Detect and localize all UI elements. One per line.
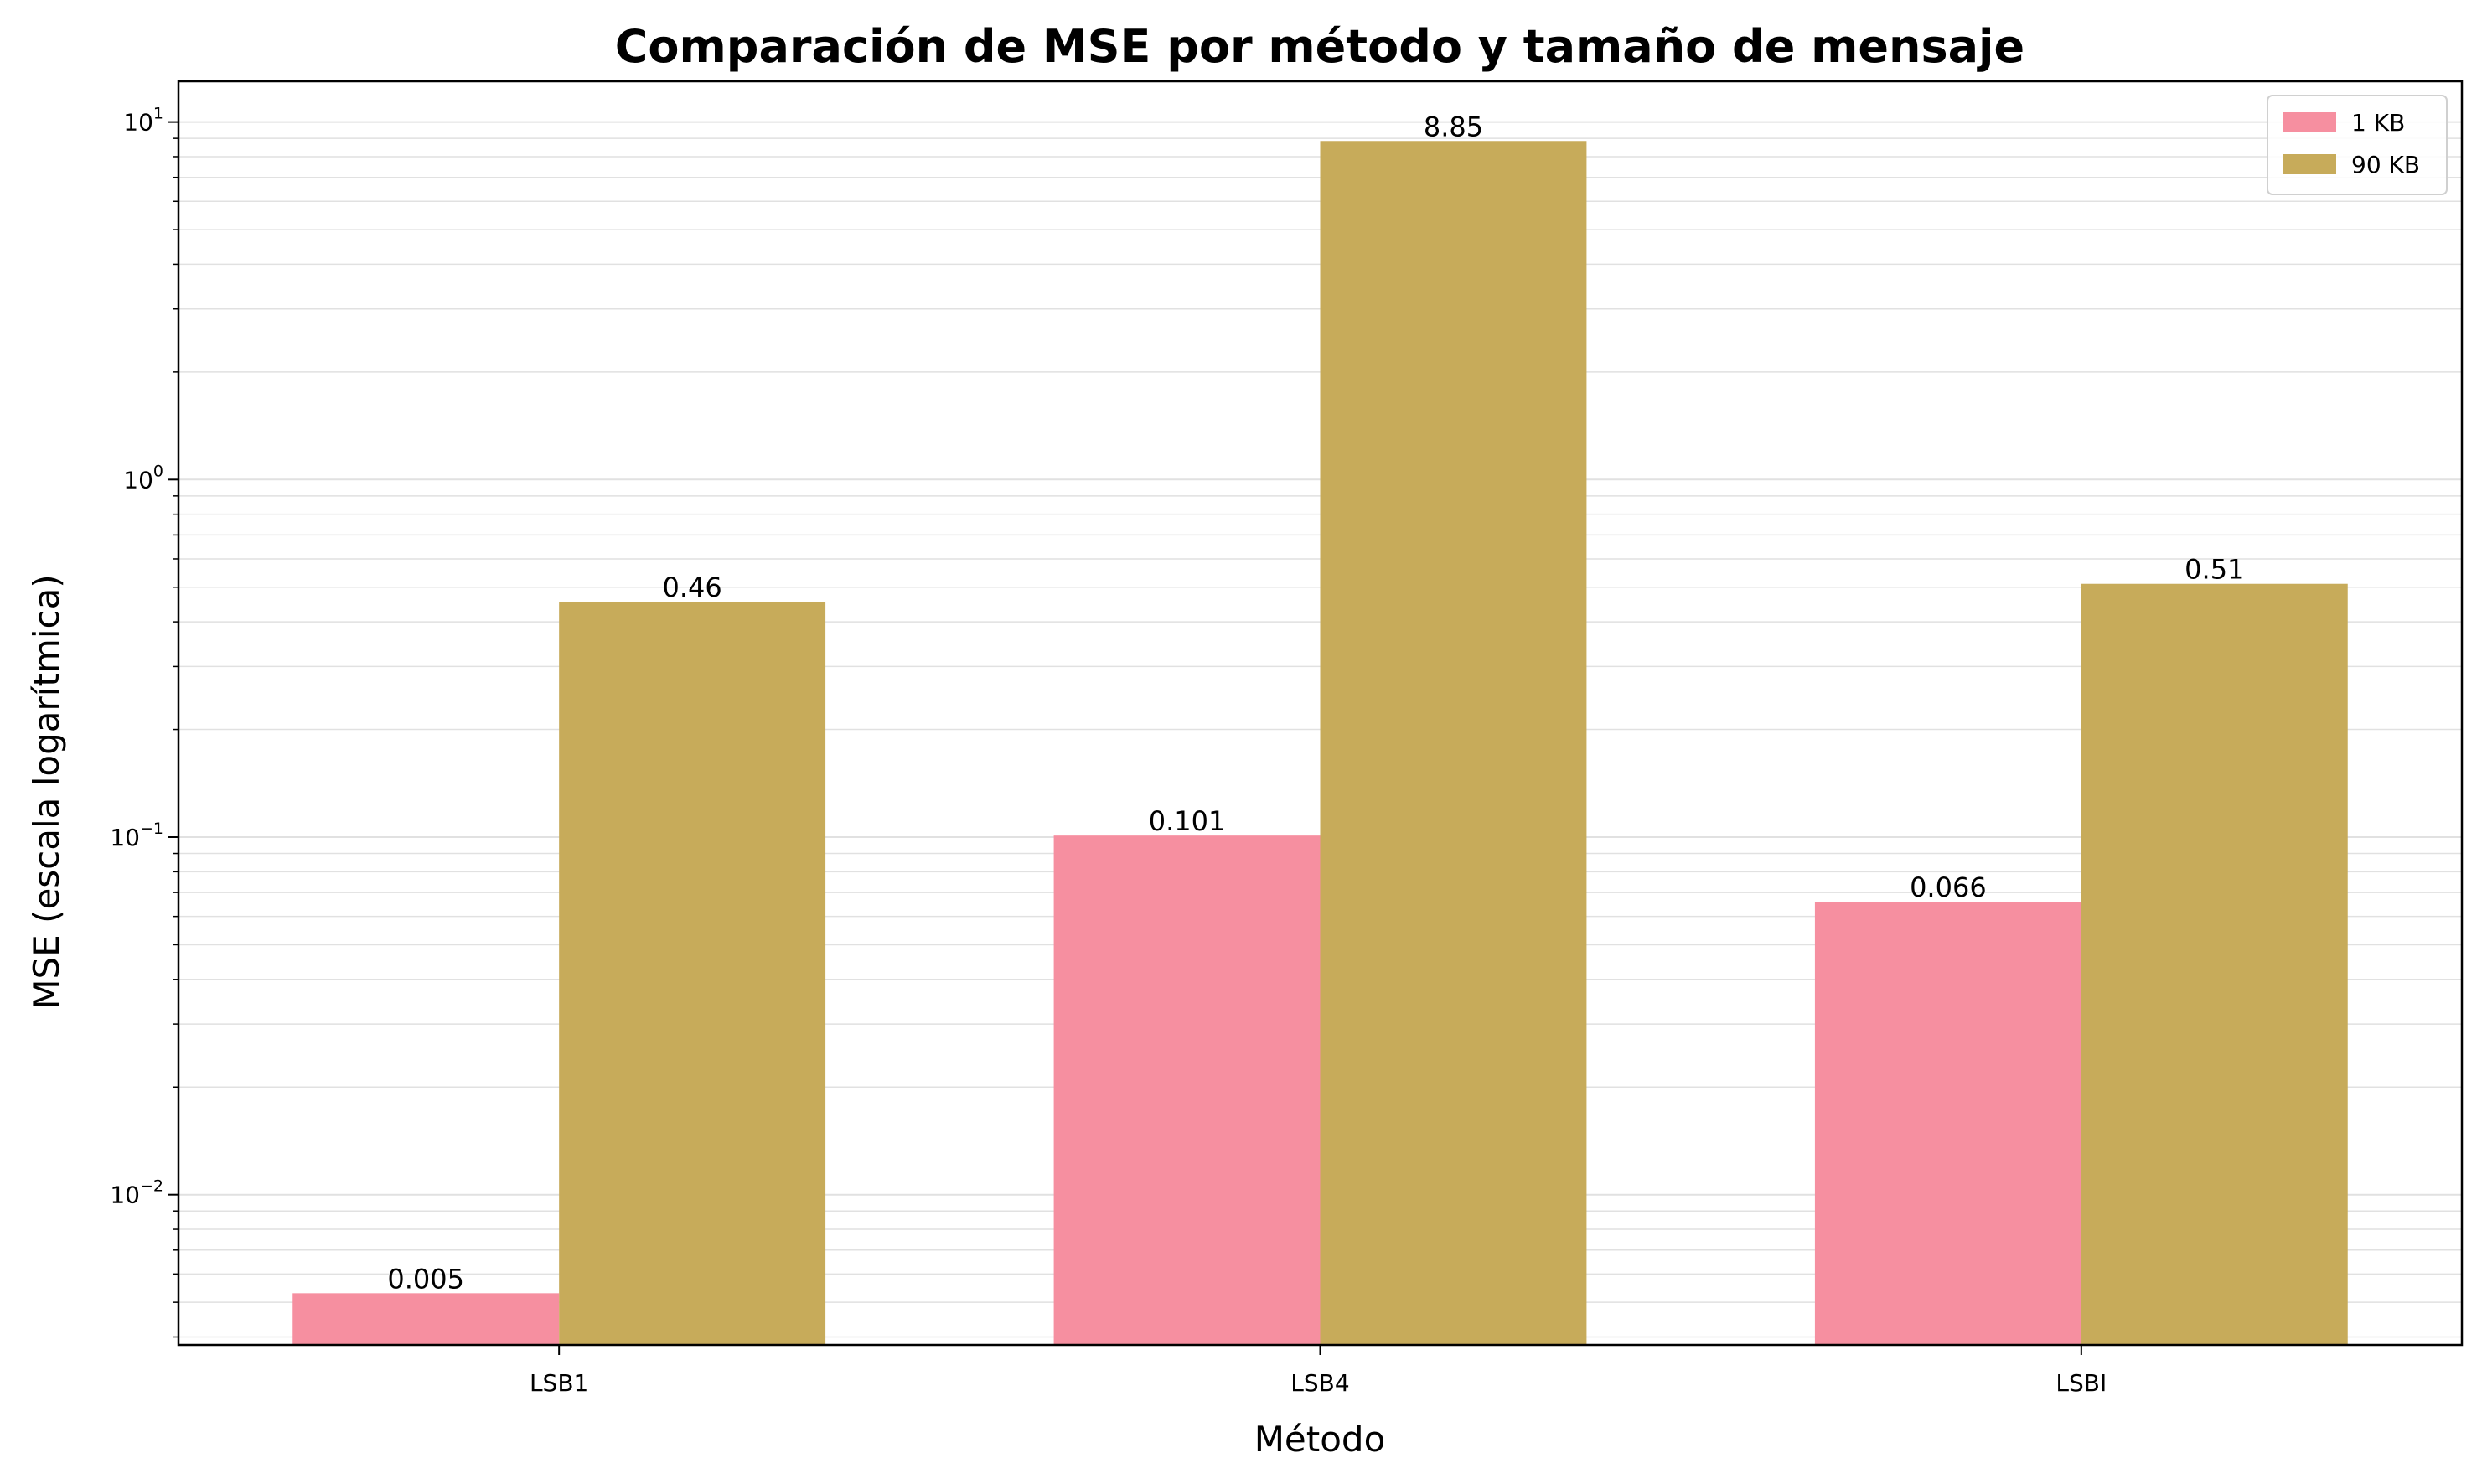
y-tick-label: 10−1 [110,820,163,851]
bar-labels: 0.005 0.46 0.101 8.85 0.066 0.51 [387,111,2244,1295]
bar-lsb1-1kb [292,1293,560,1345]
y-tick-exponent: −1 [140,820,163,838]
bar-lsb4-1kb [1053,835,1321,1345]
y-tick-exponent: 0 [153,462,163,480]
x-tick-label: LSB4 [1290,1369,1349,1397]
y-tick-base: 10 [110,1182,140,1209]
y-tick-label: 100 [123,462,163,494]
y-tick-label: 101 [123,105,163,137]
x-axis-label: Método [1254,1419,1386,1460]
legend-label: 90 KB [2351,151,2420,178]
bar-value-label: 0.005 [387,1263,464,1295]
y-tick-exponent: 1 [153,105,163,123]
bar-lsbi-90kb [2081,583,2348,1345]
x-tick-label: LSB1 [530,1369,588,1397]
bar-value-label: 0.51 [2185,554,2244,586]
chart-title: Comparación de MSE por método y tamaño d… [615,20,2024,73]
bar-lsb4-90kb [1320,141,1587,1346]
y-tick-label: 10−2 [110,1177,163,1209]
legend-swatch [2283,154,2336,174]
y-tick-base: 10 [110,824,140,851]
bar-value-label: 0.101 [1149,805,1226,837]
y-tick-exponent: −2 [140,1177,163,1196]
y-tick-base: 10 [123,109,153,137]
bar-value-label: 0.066 [1910,871,1987,903]
bar-lsbi-1kb [1814,902,2081,1345]
legend: 1 KB 90 KB [2267,95,2448,195]
bar-value-label: 0.46 [663,571,722,603]
x-axis-ticks: LSB1 LSB4 LSBI [530,1345,2107,1397]
y-axis-label: MSE (escala logarítmica) [26,574,67,1009]
legend-swatch [2283,112,2336,132]
legend-label: 1 KB [2351,109,2405,137]
bars [292,141,2348,1346]
y-tick-base: 10 [123,466,153,494]
bar-value-label: 8.85 [1424,111,1483,142]
bar-lsb1-90kb [559,602,826,1345]
x-tick-label: LSBI [2055,1369,2107,1397]
